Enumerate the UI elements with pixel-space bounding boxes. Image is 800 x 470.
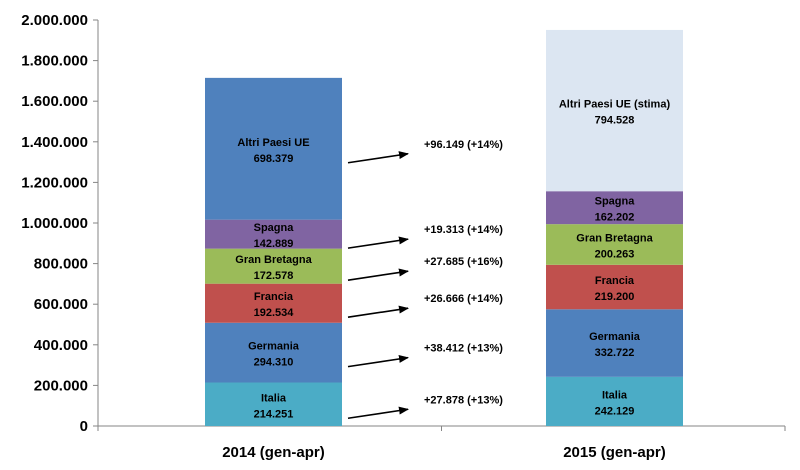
segment-value-label: 294.310 [254,357,294,369]
y-tick-label: 400.000 [34,337,88,354]
y-tick-label: 2.000.000 [21,12,88,29]
bar-segment-spagna [205,219,342,249]
segment-value-label: 192.534 [254,307,295,319]
y-tick-label: 600.000 [34,296,88,313]
growth-annotation-label: +27.878 (+13%) [424,394,503,406]
bar-segment-italia [546,376,683,426]
segment-name-label: Altri Paesi UE [237,137,309,149]
segment-name-label: Germania [248,341,300,353]
segment-value-label: 698.379 [254,153,294,165]
growth-annotation-label: +27.685 (+16%) [424,256,503,268]
bar-segment-altri-paesi-ue [546,29,683,192]
growth-annotation-label: +19.313 (+14%) [424,224,503,236]
segment-value-label: 200.263 [595,248,635,260]
y-tick-label: 800.000 [34,256,88,273]
axes: 0 200.000 400.000 600.000 800.000 1.000.000 1.… [21,12,786,461]
y-tick-label: 1.000.000 [21,215,88,232]
bar-segment-francia [546,264,683,310]
segment-value-label: 332.722 [595,347,635,359]
annotations: +27.878 (+13%) +38.412 (+13%) +26.666 (+14… [347,139,503,420]
y-tick-label: 0 [80,418,88,435]
y-tick-label: 1.600.000 [21,93,88,110]
bar-segment-spagna [546,191,683,225]
bar-segment-altri-paesi-ue [205,77,342,220]
segment-value-label: 142.889 [254,238,294,250]
growth-arrow [347,236,409,249]
segment-value-label: 172.578 [254,270,294,282]
segment-name-label: Gran Bretagna [576,232,653,244]
segment-name-label: Spagna [595,196,636,208]
growth-annotation-label: +96.149 (+14%) [424,139,503,151]
segment-name-label: Spagna [254,222,295,234]
segment-name-label: Francia [254,291,294,303]
y-tick-label: 1.400.000 [21,134,88,151]
segment-value-label: 242.129 [595,405,635,417]
bar-segment-germania [205,322,342,383]
growth-arrow [347,355,409,368]
growth-arrow [347,268,409,281]
y-tick-label: 1.200.000 [21,174,88,191]
growth-arrow [347,305,409,319]
bars: Italia 214.251 Italia 242.129 Germania 294.31… [205,29,683,426]
segment-value-label: 162.202 [595,212,635,224]
bar-segment-gran-bretagna [546,224,683,265]
y-tick-label: 1.800.000 [21,53,88,70]
growth-arrow [347,151,409,164]
x-category-label: 2014 (gen-apr) [222,444,325,461]
x-category-label: 2015 (gen-apr) [563,444,666,461]
growth-annotation-label: +38.412 (+13%) [424,343,503,355]
segment-name-label: Italia [261,392,287,404]
segment-value-label: 794.528 [595,115,635,127]
segment-name-label: Francia [595,275,635,287]
segment-name-label: Germania [589,331,641,343]
segment-value-label: 219.200 [595,291,635,303]
y-tick-label: 200.000 [34,377,88,394]
segment-name-label: Altri Paesi UE (stima) [559,99,671,111]
bar-segment-germania [546,309,683,377]
segment-name-label: Italia [602,389,628,401]
bar-segment-gran-bretagna [205,248,342,284]
segment-name-label: Gran Bretagna [235,254,312,266]
bar-segment-italia [205,382,342,426]
bar-segment-francia [205,283,342,323]
growth-arrow [347,406,409,420]
growth-annotation-label: +26.666 (+14%) [424,293,503,305]
segment-value-label: 214.251 [254,408,294,420]
